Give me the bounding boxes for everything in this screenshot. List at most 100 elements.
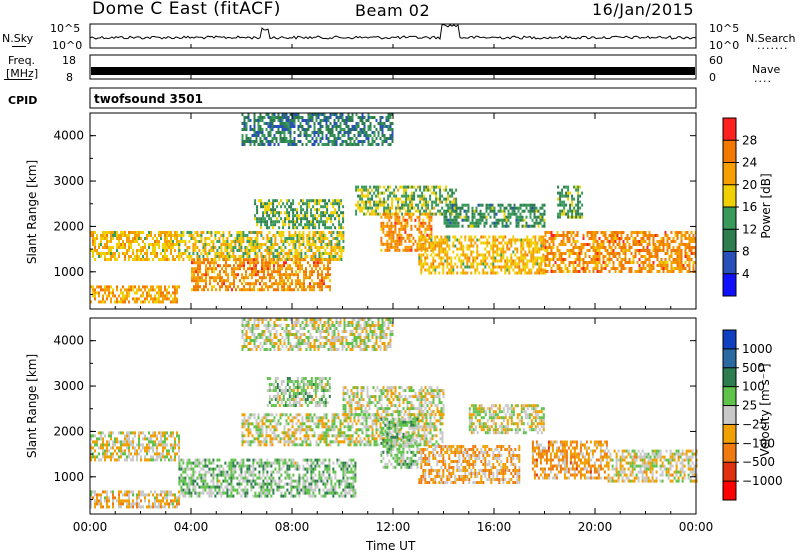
heatmap-cell <box>311 279 313 283</box>
heatmap-cell <box>214 488 217 492</box>
heatmap-cell <box>397 200 400 204</box>
heatmap-cell <box>285 116 288 119</box>
heatmap-cell <box>520 241 523 245</box>
heatmap-cell <box>174 249 176 252</box>
heatmap-cell <box>431 191 434 195</box>
heatmap-cell <box>152 288 154 292</box>
heatmap-cell <box>430 242 433 246</box>
heatmap-cell <box>598 255 601 258</box>
heatmap-cell <box>282 202 285 206</box>
heatmap-cell <box>283 261 285 265</box>
heatmap-cell <box>194 461 197 465</box>
heatmap-cell <box>166 288 168 292</box>
heatmap-cell <box>178 490 180 494</box>
heatmap-cell <box>278 246 281 249</box>
heatmap-cell <box>292 202 295 206</box>
heatmap-cell <box>650 234 653 237</box>
heatmap-cell <box>114 231 116 234</box>
heatmap-cell <box>407 194 410 198</box>
heatmap-cell <box>195 282 197 286</box>
heatmap-cell <box>342 220 345 224</box>
heatmap-cell <box>340 202 343 206</box>
heatmap-cell <box>158 452 160 456</box>
heatmap-cell <box>556 246 559 249</box>
heatmap-cell <box>104 246 106 249</box>
heatmap-cell <box>484 259 487 263</box>
heatmap-cell <box>284 246 287 249</box>
heatmap-cell <box>690 249 693 252</box>
heatmap-cell <box>359 131 362 134</box>
heatmap-cell <box>306 208 309 212</box>
heatmap-cell <box>261 267 263 271</box>
heatmap-cell <box>182 470 185 474</box>
heatmap-cell <box>552 255 555 258</box>
heatmap-cell <box>281 264 283 268</box>
heatmap-cell <box>405 191 408 195</box>
heatmap-cell <box>318 223 321 227</box>
heatmap-cell <box>380 224 383 228</box>
heatmap-cell <box>204 243 207 246</box>
heatmap-cell <box>531 218 534 222</box>
heatmap-cell <box>648 270 651 273</box>
heatmap-cell <box>228 246 231 249</box>
heatmap-cell <box>316 246 319 249</box>
heatmap-cell <box>309 116 312 119</box>
heatmap-cell <box>495 224 498 228</box>
heatmap-cell <box>351 143 354 146</box>
heatmap-cell <box>688 240 691 243</box>
heatmap-cell <box>122 231 124 234</box>
heatmap-cell <box>132 240 134 243</box>
heatmap-cell <box>248 243 251 246</box>
heatmap-cell <box>590 258 593 261</box>
heatmap-cell <box>321 276 323 280</box>
heatmap-cell <box>218 246 221 249</box>
heatmap-cell <box>306 223 309 227</box>
heatmap-cell <box>546 270 549 273</box>
heatmap-cell <box>302 237 305 240</box>
heatmap-cell <box>304 252 307 255</box>
heatmap-cell <box>424 248 427 252</box>
heatmap-cell <box>398 215 401 219</box>
heatmap-cell <box>646 270 649 273</box>
heatmap-cell <box>194 237 197 240</box>
heatmap-cell <box>299 279 301 283</box>
heatmap-cell <box>200 234 203 237</box>
heatmap-cell <box>258 246 261 249</box>
heatmap-cell <box>541 206 544 210</box>
heatmap-cell <box>367 113 370 116</box>
heatmap-cell <box>266 205 269 209</box>
heatmap-cell <box>208 488 211 492</box>
heatmap-cell <box>138 490 140 494</box>
heatmap-cells <box>90 113 697 304</box>
heatmap-cell <box>138 431 140 435</box>
heatmap-cell <box>90 443 92 447</box>
heatmap-cell <box>180 488 183 492</box>
heatmap-cell <box>407 206 410 210</box>
heatmap-cell <box>688 258 691 261</box>
heatmap-cell <box>285 119 288 122</box>
heatmap-cell <box>182 461 185 465</box>
heatmap-cell <box>509 206 512 210</box>
heatmap-cell <box>273 270 275 274</box>
heatmap-cell <box>266 226 269 230</box>
heatmap-cell <box>249 137 252 140</box>
heatmap-cell <box>254 240 257 243</box>
heatmap-cell <box>253 282 255 286</box>
heatmap-cell <box>527 203 530 207</box>
heatmap-cell <box>253 131 256 134</box>
heatmap-cell <box>420 235 423 239</box>
heatmap-cell <box>277 270 279 274</box>
heatmap-cell <box>206 458 209 462</box>
heatmap-cell <box>339 113 342 116</box>
heatmap-cell <box>110 431 112 435</box>
heatmap-cell <box>162 231 164 234</box>
heatmap-cell <box>156 449 158 453</box>
heatmap-cell <box>686 255 689 258</box>
heatmap-cell <box>510 241 513 245</box>
heatmap-cell <box>666 252 669 255</box>
heatmap-cell <box>330 243 333 246</box>
heatmap-cell <box>92 446 94 450</box>
heatmap-cell <box>614 231 617 234</box>
heatmap-cell <box>538 262 541 266</box>
heatmap-cell <box>485 221 488 225</box>
